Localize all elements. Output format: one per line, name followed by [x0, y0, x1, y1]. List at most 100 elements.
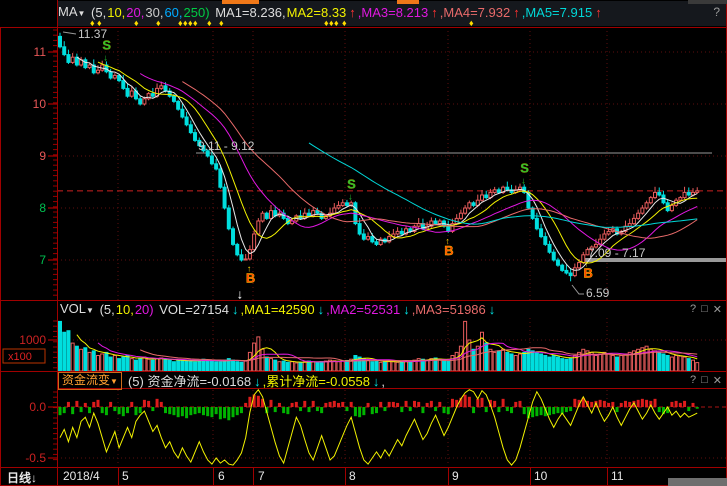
indicator-value: (5) 资金净流=-0.0168	[127, 373, 252, 389]
maximize-icon[interactable]: □	[701, 303, 708, 315]
statusbar-grip	[668, 478, 727, 486]
chevron-down-icon: ▼	[110, 377, 118, 386]
ma20-line	[139, 73, 698, 251]
event-diamond-icon: ♦	[469, 18, 474, 28]
arrow-down-icon: ↓	[254, 373, 261, 389]
indicator-value: (5,	[91, 5, 107, 20]
buy-arrow-icon: ↑	[247, 264, 252, 274]
flow-indicator-header: 资金流变▼ (5) 资金净流=-0.0168 ↓ ,累计净流=-0.0558 ↓,	[58, 372, 386, 390]
sell-signal-marker: S	[347, 177, 356, 192]
maximize-icon[interactable]: □	[701, 374, 708, 386]
window-tab-strip	[688, 0, 727, 4]
vol-ma5-line	[76, 334, 698, 363]
buy-signal-marker: B	[444, 243, 453, 258]
ma-indicator-dropdown[interactable]: MA▼	[58, 4, 86, 19]
indicator-value: 250)	[183, 5, 210, 20]
indicator-value: 30,	[145, 5, 164, 20]
axis-label: 11	[33, 45, 46, 59]
price-annotation-label: 9.11 - 9.12	[198, 139, 255, 153]
ma-values: MA1=8.236,MA2=8.33 ↑ ,MA3=8.213 ↑ ,MA4=7.932…	[215, 5, 604, 20]
vol-unit-box	[2, 348, 46, 364]
arrow-up-icon: ↑	[595, 5, 602, 20]
low-point-arrow-icon: ↓	[237, 287, 244, 302]
indicator-value: 60,	[164, 5, 183, 20]
buy-arrow-icon: ↑	[585, 258, 590, 268]
event-diamond-icon: ♦	[219, 18, 224, 28]
price-annotation-label: 7.09 - 7.17	[588, 246, 646, 260]
indicator-value: 10,	[107, 5, 126, 20]
window-tab-strip	[397, 0, 419, 4]
arrow-up-icon: ↑	[349, 5, 356, 20]
indicator-value: VOL=27154	[159, 302, 229, 317]
axis-label: 10	[32, 97, 46, 111]
indicator-value: ,MA3=51986	[411, 302, 486, 317]
date-axis-label: 11	[611, 469, 624, 483]
ma60-line	[308, 142, 698, 228]
help-icon[interactable]: ?	[690, 374, 697, 386]
event-diamond-icon: ♦	[342, 18, 347, 28]
date-axis-label: 6	[218, 469, 225, 483]
indicator-value: 10,	[115, 302, 134, 317]
vol-values: VOL=27154 ↓ ,MA1=42590 ↓ ,MA2=52531 ↓ ,MA3=519…	[159, 302, 497, 317]
axis-label: 7	[39, 253, 46, 267]
ma30-line	[182, 81, 698, 239]
indicator-value: MA2=8.33	[286, 5, 347, 20]
event-diamond-icon: ♦	[188, 18, 193, 28]
sell-arrow-icon: ↓	[348, 192, 353, 202]
indicator-value: 20,	[126, 5, 145, 20]
arrow-down-icon: ↓	[372, 373, 380, 389]
event-diamond-icon: ♦	[334, 18, 339, 28]
sell-arrow-icon: ↓	[521, 175, 526, 185]
date-axis-label: 7	[258, 469, 265, 483]
axis-label: 8	[39, 201, 46, 215]
vol-unit-label: x100	[8, 351, 32, 363]
sell-signal-marker: S	[102, 37, 111, 52]
indicator-value: ,MA1=42590	[240, 302, 315, 317]
indicator-value: ,累计净流=-0.0558	[262, 373, 370, 389]
indicator-value: 20)	[134, 302, 154, 317]
indicator-value: ,MA5=7.915	[521, 5, 593, 20]
ma10-line	[97, 61, 698, 264]
event-diamond-icon: ♦	[156, 18, 161, 28]
event-diamond-icon: ♦	[207, 18, 212, 28]
vol-indicator-dropdown[interactable]: VOL▼	[60, 301, 94, 316]
event-diamond-icon: ♦	[324, 18, 329, 28]
date-axis-label: 9	[452, 469, 459, 483]
buy-arrow-icon: ↑	[445, 236, 450, 246]
sell-arrow-icon: ↓	[103, 52, 108, 62]
event-diamond-icon: ♦	[183, 18, 188, 28]
arrow-down-icon: ↓	[232, 302, 239, 317]
axis-label: -0.5	[25, 451, 46, 465]
cumulative-flow-line	[59, 388, 698, 466]
flow-values: (5) 资金净流=-0.0168 ↓ ,累计净流=-0.0558 ↓,	[128, 374, 386, 389]
event-diamond-icon: ♦	[134, 18, 139, 28]
buy-signal-marker: B	[584, 265, 593, 280]
help-icon[interactable]: ?	[713, 5, 720, 19]
indicator-value: ,MA4=7.932	[439, 5, 511, 20]
indicator-value: MA1=8.236,	[215, 5, 286, 20]
date-axis-label: 2018/4	[63, 469, 100, 483]
window-tab-strip	[222, 0, 259, 4]
close-icon[interactable]: ✕	[712, 375, 722, 387]
flow-indicator-dropdown[interactable]: 资金流变▼	[58, 372, 122, 390]
arrow-up-icon: ↑	[513, 5, 520, 20]
vol-params: (5,10,20)	[100, 302, 155, 317]
sell-signal-marker: S	[520, 160, 529, 175]
chevron-down-icon: ▼	[86, 306, 94, 315]
vol-ma20-line	[139, 347, 698, 362]
indicator-value: ,	[381, 373, 386, 389]
help-icon[interactable]: ?	[690, 303, 697, 315]
indicator-value: ,MA2=52531	[326, 302, 401, 317]
ma5-line	[76, 56, 698, 271]
event-diamond-icon: ♦	[193, 18, 198, 28]
price-annotation-label: 11.37	[78, 27, 107, 41]
period-selector[interactable]: 日线↓	[7, 471, 38, 485]
date-axis-label: 8	[349, 469, 356, 483]
arrow-down-icon: ↓	[31, 471, 38, 485]
close-icon[interactable]: ✕	[712, 304, 722, 316]
date-axis-label: 10	[534, 469, 548, 483]
vol-panel-icons: ? □ ✕	[690, 303, 722, 316]
arrow-down-icon: ↓	[317, 302, 325, 317]
